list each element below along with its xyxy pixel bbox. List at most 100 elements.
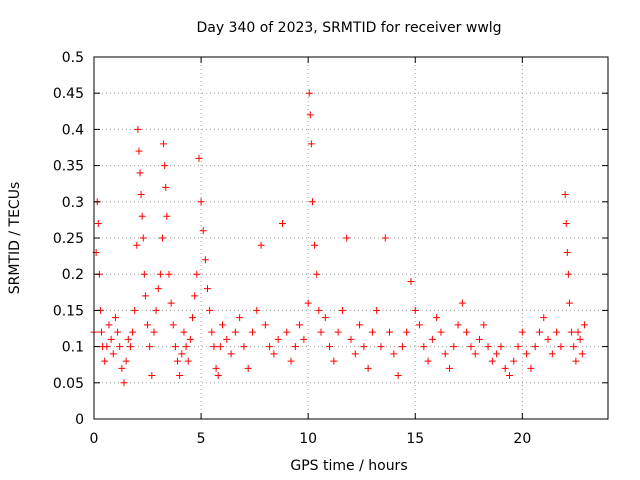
y-tick-label: 0.45 xyxy=(53,86,84,102)
x-tick-label: 5 xyxy=(197,431,206,447)
data-point xyxy=(109,350,117,358)
data-point xyxy=(535,328,543,336)
data-point xyxy=(307,140,315,148)
data-point xyxy=(347,335,355,343)
data-point xyxy=(136,169,144,177)
data-point xyxy=(544,335,552,343)
data-point xyxy=(300,335,308,343)
data-point xyxy=(148,372,156,380)
data-point xyxy=(334,328,342,336)
data-point xyxy=(223,335,231,343)
data-point xyxy=(561,191,569,199)
data-point xyxy=(557,343,565,351)
data-point xyxy=(373,306,381,314)
x-axis-label: GPS time / hours xyxy=(290,458,407,474)
data-point xyxy=(174,357,182,365)
data-point xyxy=(111,314,119,322)
data-point xyxy=(141,292,149,300)
data-point xyxy=(523,350,531,358)
data-point xyxy=(184,357,192,365)
data-point xyxy=(253,306,261,314)
data-point xyxy=(576,335,584,343)
data-point xyxy=(274,335,282,343)
data-point xyxy=(568,328,576,336)
data-point xyxy=(313,270,321,278)
data-point xyxy=(467,343,475,351)
data-point xyxy=(572,357,580,365)
data-point xyxy=(510,357,518,365)
data-point xyxy=(210,343,218,351)
data-point xyxy=(208,328,216,336)
data-point xyxy=(338,306,346,314)
data-point xyxy=(411,306,419,314)
data-point xyxy=(343,234,351,242)
y-tick-label: 0 xyxy=(75,412,84,428)
data-point xyxy=(97,328,105,336)
data-point xyxy=(580,321,588,329)
data-point xyxy=(514,343,522,351)
data-point xyxy=(424,357,432,365)
data-point xyxy=(501,364,509,372)
data-point xyxy=(206,306,214,314)
data-point xyxy=(189,314,197,322)
data-point xyxy=(407,277,415,285)
data-point xyxy=(403,328,411,336)
data-point xyxy=(394,372,402,380)
data-point xyxy=(416,321,424,329)
data-point xyxy=(364,364,372,372)
data-point xyxy=(140,270,148,278)
grid xyxy=(94,57,608,419)
data-point xyxy=(446,364,454,372)
data-point xyxy=(197,198,205,206)
data-point xyxy=(527,364,535,372)
data-point xyxy=(94,220,102,228)
data-point xyxy=(283,328,291,336)
data-point xyxy=(390,350,398,358)
data-point xyxy=(105,321,113,329)
data-point xyxy=(553,328,561,336)
data-point xyxy=(531,343,539,351)
data-point xyxy=(463,328,471,336)
data-point xyxy=(287,357,295,365)
data-point xyxy=(195,154,203,162)
data-point xyxy=(116,343,124,351)
chart-title: Day 340 of 2023, SRMTID for receiver wwl… xyxy=(196,20,501,36)
data-point xyxy=(497,343,505,351)
x-tick-label: 0 xyxy=(90,431,99,447)
data-point xyxy=(161,162,169,170)
data-point xyxy=(133,241,141,249)
data-point xyxy=(244,364,252,372)
data-point xyxy=(118,364,126,372)
y-tick-label: 0.1 xyxy=(62,340,84,356)
y-tick-label: 0.2 xyxy=(62,267,84,283)
data-point xyxy=(574,328,582,336)
data-point xyxy=(201,256,209,264)
data-point xyxy=(480,321,488,329)
data-point xyxy=(311,241,319,249)
data-point xyxy=(360,343,368,351)
data-point xyxy=(540,314,548,322)
data-point xyxy=(386,328,394,336)
data-point xyxy=(570,343,578,351)
data-point xyxy=(428,335,436,343)
data-point xyxy=(305,89,313,97)
data-point xyxy=(236,314,244,322)
data-point xyxy=(326,343,334,351)
data-point xyxy=(304,299,312,307)
y-tick-label: 0.3 xyxy=(62,195,84,211)
y-tick-labels: 0 0.05 0.1 0.15 0.2 0.25 0.3 0.35 0.4 0.45 0.5 xyxy=(53,50,84,428)
x-tick-label: 10 xyxy=(299,431,317,447)
data-point xyxy=(454,321,462,329)
data-point xyxy=(548,350,556,358)
y-tick-label: 0.25 xyxy=(53,231,84,247)
data-point xyxy=(458,299,466,307)
data-point xyxy=(212,364,220,372)
data-point xyxy=(377,343,385,351)
data-point xyxy=(321,314,329,322)
x-tick-label: 20 xyxy=(513,431,531,447)
y-tick-label: 0.35 xyxy=(53,159,84,175)
data-point xyxy=(101,357,109,365)
data-point xyxy=(317,328,325,336)
data-points xyxy=(90,89,588,387)
